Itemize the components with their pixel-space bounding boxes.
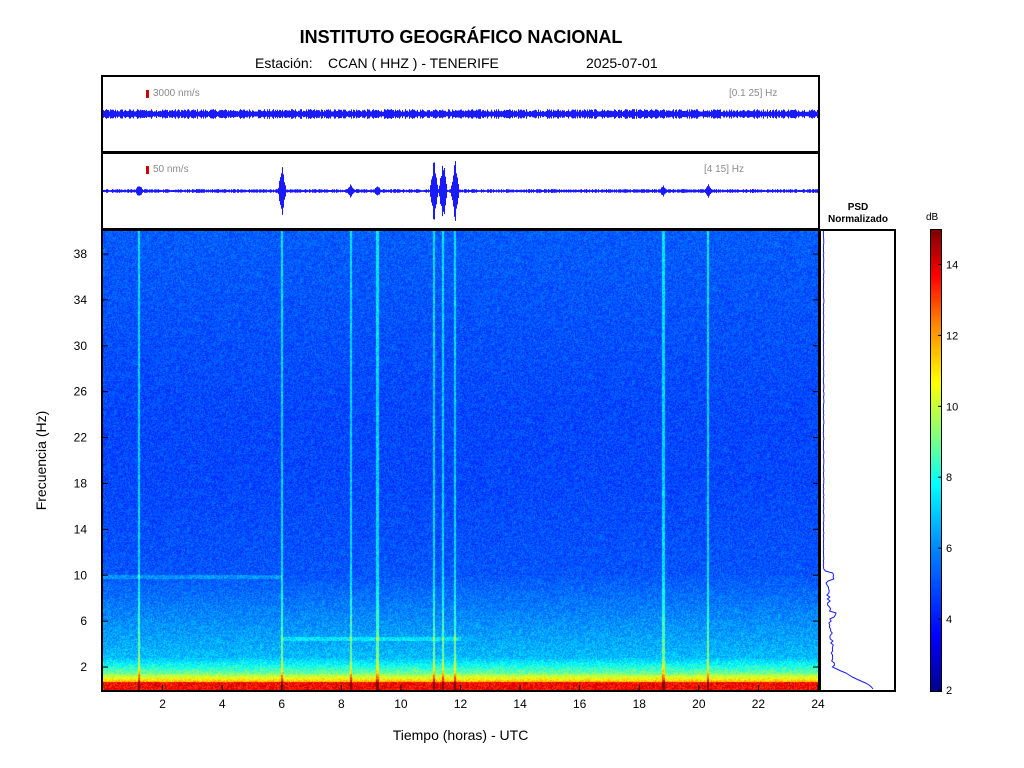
colorbar-tick-label: 4 — [946, 614, 952, 626]
y-tick-label: 22 — [74, 431, 88, 445]
x-tick-label: 24 — [811, 697, 825, 711]
psd-panel — [819, 229, 896, 692]
psd-title-line2: Normalizado — [827, 214, 888, 225]
x-tick-label: 10 — [394, 697, 408, 711]
colorbar-tick-label: 6 — [946, 543, 952, 555]
trace-panel-broadband: 3000 nm/s [0.1 25] Hz — [101, 75, 820, 153]
psd-line — [822, 231, 874, 690]
x-tick-label: 20 — [692, 697, 706, 711]
band-label-filtered: [4 15] Hz — [704, 164, 745, 175]
y-axis-label: Frecuencia (Hz) — [33, 411, 49, 511]
colorbar-tick-label: 8 — [946, 472, 952, 484]
colorbar-unit: dB — [926, 212, 939, 223]
y-tick-label: 6 — [80, 614, 87, 628]
y-tick-label: 30 — [74, 339, 88, 353]
psd-title: PSD Normalizado — [818, 202, 898, 226]
x-tick-label: 12 — [454, 697, 468, 711]
x-tick-label: 18 — [633, 697, 647, 711]
y-tick-label: 26 — [74, 385, 88, 399]
colorbar-tick-label: 14 — [946, 259, 958, 271]
station-name: CCAN ( HHZ ) - TENERIFE — [328, 55, 499, 71]
trace-broadband — [103, 109, 818, 119]
trace-filtered — [103, 161, 818, 221]
y-tick-label: 14 — [74, 522, 88, 536]
page-title: INSTITUTO GEOGRÁFICO NACIONAL — [299, 27, 623, 47]
colorbar-tick-label: 2 — [946, 685, 952, 697]
spectrogram-panel — [101, 229, 820, 692]
scale-bar-broadband — [146, 90, 149, 98]
scale-label-filtered: 50 nm/s — [153, 164, 189, 175]
y-tick-label: 34 — [74, 293, 88, 307]
scale-label-broadband: 3000 nm/s — [153, 88, 200, 99]
trace-panel-filtered: 50 nm/s [4 15] Hz — [101, 152, 820, 230]
x-tick-label: 4 — [219, 697, 226, 711]
psd-curve — [822, 231, 874, 690]
x-tick-label: 8 — [338, 697, 345, 711]
colorbar-tick-label: 10 — [946, 401, 958, 413]
y-tick-label: 38 — [74, 247, 88, 261]
y-tick-label: 2 — [80, 660, 87, 674]
x-tick-label: 2 — [159, 697, 166, 711]
spectrogram-heatmap — [103, 231, 818, 690]
station-label: Estación: — [255, 55, 313, 71]
x-tick-label: 16 — [573, 697, 587, 711]
trace-broadband-line — [103, 109, 818, 119]
trace-filtered-line — [103, 161, 818, 221]
x-axis-label: Tiempo (horas) - UTC — [393, 727, 529, 743]
scale-bar-filtered — [146, 166, 149, 174]
x-tick-label: 14 — [513, 697, 527, 711]
colorbar-tick-label: 12 — [946, 330, 958, 342]
y-tick-label: 10 — [74, 568, 88, 582]
y-tick-label: 18 — [74, 476, 88, 490]
x-tick-label: 22 — [752, 697, 766, 711]
x-tick-label: 6 — [278, 697, 285, 711]
date-label: 2025-07-01 — [586, 55, 658, 71]
band-label-broadband: [0.1 25] Hz — [729, 88, 778, 99]
psd-title-line1: PSD — [847, 202, 869, 213]
colorbar — [930, 229, 942, 692]
